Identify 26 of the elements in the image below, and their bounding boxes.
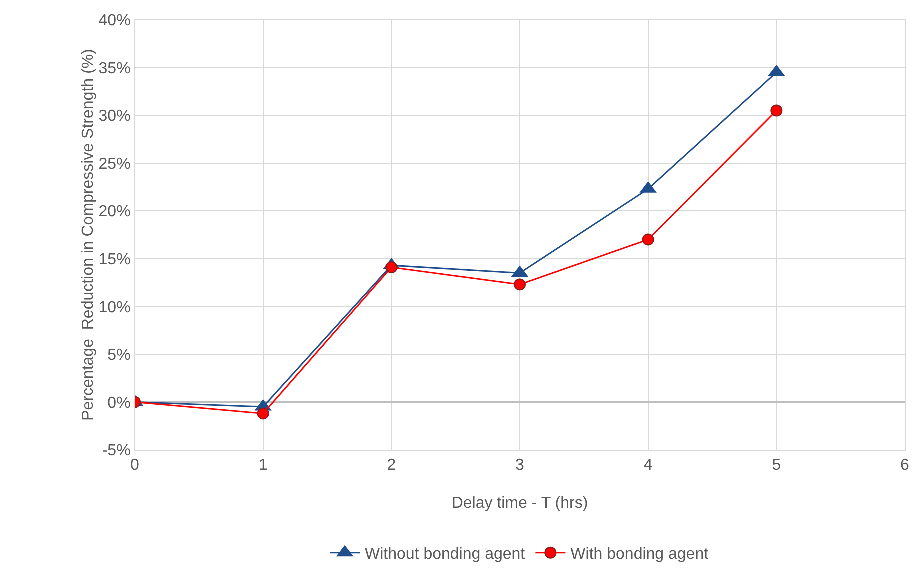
- x-tick-label: 6: [900, 457, 910, 474]
- legend-label: Without bonding agent: [365, 546, 526, 564]
- x-tick-label: 5: [772, 457, 782, 474]
- x-axis-title: Delay time - T (hrs): [452, 495, 588, 512]
- point: [257, 408, 270, 420]
- y-tick-label: 10%: [98, 299, 131, 316]
- y-tick-label: 25%: [98, 156, 131, 173]
- y-tick-label: 20%: [98, 204, 131, 221]
- point: [514, 278, 526, 291]
- x-tick-label: 4: [644, 457, 653, 474]
- y-tick-label: 15%: [98, 251, 131, 268]
- x-tick-label: 2: [387, 457, 396, 474]
- y-tick-label: -5%: [102, 442, 131, 460]
- x-tick-label: 0: [130, 457, 140, 474]
- y-axis-title: Percentage Reduction in Compressive Strength (%): [80, 49, 97, 421]
- x-tick-label: 1: [258, 457, 268, 474]
- point: [770, 104, 783, 117]
- point: [642, 234, 654, 246]
- legend-label: With bonding agent: [570, 546, 710, 564]
- y-tick-label: 0%: [108, 394, 131, 412]
- y-tick-label: 30%: [98, 108, 131, 126]
- x-tick-label: 3: [516, 457, 525, 474]
- y-tick-label: 40%: [98, 12, 131, 30]
- y-tick-label: 35%: [98, 60, 131, 78]
- y-tick-label: 5%: [108, 347, 131, 364]
- point: [386, 261, 398, 274]
